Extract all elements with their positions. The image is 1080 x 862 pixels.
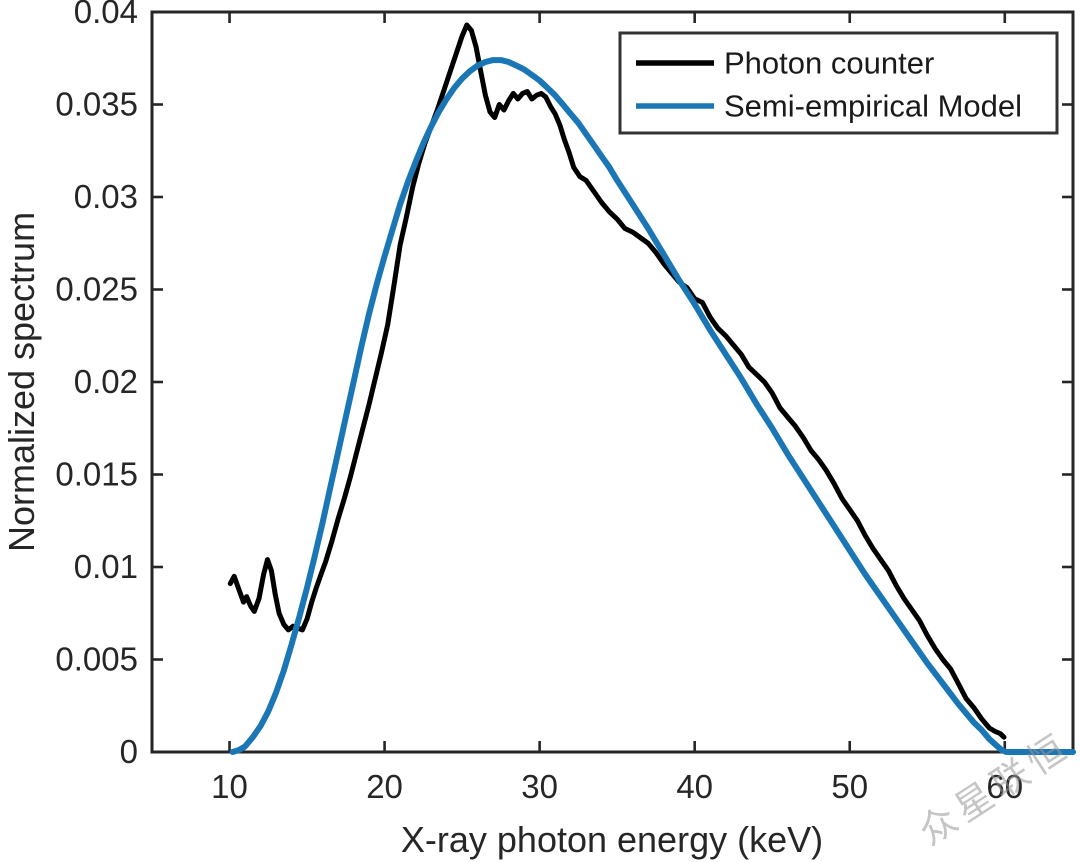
y-tick-label: 0.025 — [55, 271, 138, 308]
x-tick-label: 50 — [831, 768, 868, 805]
y-tick-label: 0.01 — [74, 548, 138, 585]
x-tick-label: 20 — [366, 768, 403, 805]
legend-label-photon-counter: Photon counter — [724, 46, 934, 81]
legend-box — [618, 31, 1059, 135]
x-tick-label: 10 — [211, 768, 248, 805]
y-tick-label: 0 — [120, 733, 138, 770]
y-tick-label: 0.02 — [74, 363, 138, 400]
x-tick-label: 40 — [676, 768, 713, 805]
x-axis-label: X-ray photon energy (keV) — [401, 819, 823, 860]
axis-tick-labels: 10 20 30 40 50 60 0 0.005 0.01 0.015 0.02 0.025 0.03… — [55, 0, 1023, 805]
y-tick-label: 0.035 — [55, 86, 138, 123]
x-tick-label: 60 — [986, 768, 1023, 805]
photon-counter-line — [227, 22, 1007, 740]
semi-empirical-model-line — [229, 57, 1076, 755]
legend-label-semi-empirical-model: Semi-empirical Model — [724, 89, 1022, 124]
y-tick-label: 0.005 — [55, 641, 138, 678]
y-tick-label: 0.04 — [74, 0, 138, 30]
axis-ticks — [152, 10, 1073, 754]
x-tick-label: 30 — [521, 768, 558, 805]
legend: Photon counter Semi-empirical Model — [618, 31, 1059, 135]
y-tick-label: 0.015 — [55, 456, 138, 493]
y-tick-label: 0.03 — [74, 178, 138, 215]
y-axis-label: Normalized spectrum — [1, 212, 42, 552]
